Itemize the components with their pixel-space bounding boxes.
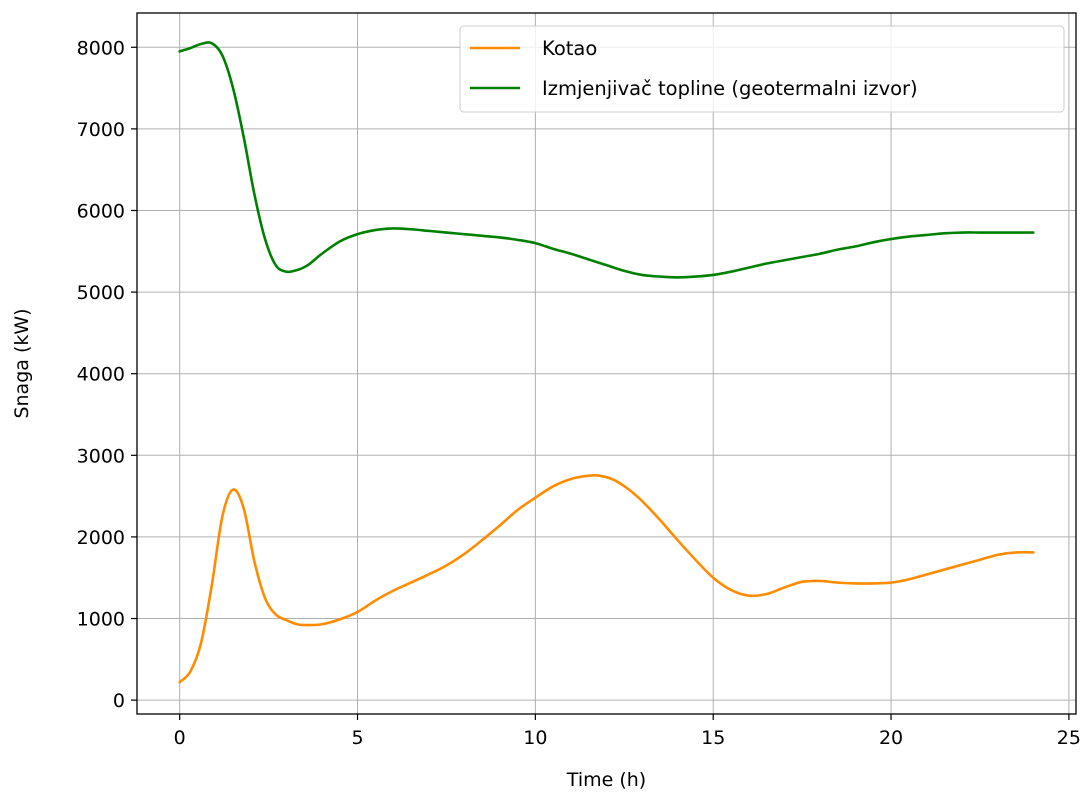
x-tick-label: 25 — [1057, 727, 1081, 749]
x-tick-label: 15 — [701, 727, 725, 749]
y-tick-label: 2000 — [77, 527, 125, 549]
legend-label-izmjenjivac: Izmjenjivač topline (geotermalni izvor) — [542, 77, 918, 100]
x-tick-label: 5 — [351, 727, 363, 749]
y-tick-label: 6000 — [77, 200, 125, 222]
legend: Kotao Izmjenjivač topline (geotermalni i… — [459, 25, 1065, 113]
axes-frame — [136, 12, 1077, 715]
y-tick-label: 7000 — [77, 119, 125, 141]
x-axis-ticks: 0 5 10 15 20 25 — [174, 714, 1081, 749]
x-tick-label: 0 — [174, 727, 186, 749]
series-layer — [178, 41, 1035, 684]
legend-box — [459, 25, 1065, 113]
y-tick-label: 1000 — [77, 609, 125, 631]
y-tick-label: 4000 — [77, 364, 125, 386]
gridlines — [137, 13, 1076, 714]
y-tick-label: 8000 — [77, 37, 125, 59]
series-line-kotao — [178, 473, 1035, 684]
y-tick-label: 3000 — [77, 445, 125, 467]
y-axis-ticks: 0 1000 2000 3000 4000 5000 6000 7000 8000 — [77, 37, 137, 712]
x-axis-title: Time (h) — [566, 769, 646, 791]
legend-label-kotao: Kotao — [542, 37, 597, 60]
series-line-izmjenjivac — [178, 41, 1035, 279]
x-tick-label: 10 — [523, 727, 547, 749]
y-axis-title: Snaga (kW) — [11, 308, 33, 418]
y-tick-label: 0 — [113, 690, 125, 712]
y-tick-label: 5000 — [77, 282, 125, 304]
x-tick-label: 20 — [879, 727, 903, 749]
